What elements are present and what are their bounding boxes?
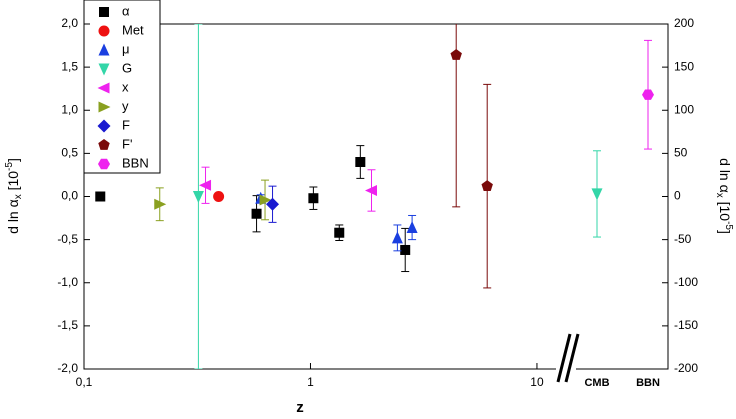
y2-label-unit: [10 <box>717 202 733 222</box>
y2-label-sub: x <box>714 193 725 198</box>
legend-label: G <box>122 60 132 75</box>
y2-tick-label: 150 <box>674 59 694 73</box>
y-axis-label: d ln αx [10-5] <box>4 158 24 234</box>
y2-tick-label: 200 <box>674 16 694 30</box>
point <box>154 198 167 210</box>
legend-marker <box>98 43 110 56</box>
legend-label: BBN <box>122 155 149 170</box>
x-tick-label: 0,1 <box>76 375 93 389</box>
legend-marker <box>98 158 110 170</box>
y-label-sub: x <box>13 194 24 199</box>
point <box>192 191 204 203</box>
point <box>642 89 654 100</box>
y2-label-text: d ln α <box>717 158 733 193</box>
point <box>355 157 366 167</box>
legend-label: y <box>122 98 129 113</box>
legend-label: Met <box>122 22 144 37</box>
legend-label: α <box>122 3 130 18</box>
y-tick-label: -1,5 <box>57 318 78 332</box>
y-tick-label: 1,5 <box>61 59 78 73</box>
y-label-sup: -5 <box>4 162 15 171</box>
legend-marker <box>98 139 110 150</box>
y-label-unit: [10 <box>5 171 21 191</box>
point <box>334 227 345 238</box>
legend-marker <box>98 63 110 76</box>
legend-marker <box>97 119 111 133</box>
point <box>391 231 403 244</box>
x-tick-label: 10 <box>530 375 544 389</box>
legend-marker <box>97 82 110 94</box>
y2-label-sup: -5 <box>723 221 734 230</box>
point <box>365 184 378 196</box>
y2-tick-label: 0 <box>674 189 681 203</box>
point <box>251 208 262 219</box>
point <box>481 180 493 192</box>
plot-area <box>95 24 654 369</box>
point <box>266 197 280 211</box>
legend-marker <box>99 7 109 17</box>
x-tick-label: 1 <box>307 375 314 389</box>
legend-box <box>83 0 161 174</box>
legend-label: F <box>122 117 130 132</box>
point <box>400 244 411 255</box>
y-tick-label: 2,0 <box>61 16 78 30</box>
y2-tick-label: 50 <box>674 146 688 160</box>
y2-tick-label: -100 <box>674 275 698 289</box>
legend-label: μ <box>122 41 130 56</box>
y2-tick-label: 100 <box>674 102 694 116</box>
y-tick-label: -2,0 <box>57 361 78 375</box>
y-tick-label: 0,5 <box>61 146 78 160</box>
axis-break <box>564 333 580 383</box>
y-tick-label: -1,0 <box>57 275 78 289</box>
y-tick-label: -0,5 <box>57 232 78 246</box>
y-label-text: d ln α <box>5 199 21 234</box>
point <box>213 191 225 202</box>
y2-label-end: ] <box>717 230 733 234</box>
point <box>199 179 212 191</box>
point <box>406 221 418 234</box>
x-category-label: BBN <box>636 377 660 389</box>
y2-tick-label: -150 <box>674 318 698 332</box>
x-category-label: CMB <box>584 377 609 389</box>
legend-label: F' <box>122 136 132 151</box>
point <box>259 194 272 206</box>
y2-tick-label: -50 <box>674 232 692 246</box>
axis-break <box>556 333 572 383</box>
y2-axis-label: d ln αx [10-5] <box>714 158 734 234</box>
point <box>95 191 106 202</box>
y-tick-label: 1,0 <box>61 102 78 116</box>
x-axis-label: z <box>296 399 304 416</box>
point <box>308 193 319 204</box>
plot-frame <box>83 23 669 370</box>
y-label-end: ] <box>5 158 21 162</box>
point <box>450 49 462 60</box>
point <box>591 188 603 201</box>
y-tick-label: 0,0 <box>61 189 78 203</box>
y2-tick-label: -200 <box>674 361 698 375</box>
error-bar <box>452 24 461 208</box>
legend-marker <box>98 25 110 37</box>
legend-label: x <box>122 79 129 94</box>
legend-marker <box>98 101 111 113</box>
